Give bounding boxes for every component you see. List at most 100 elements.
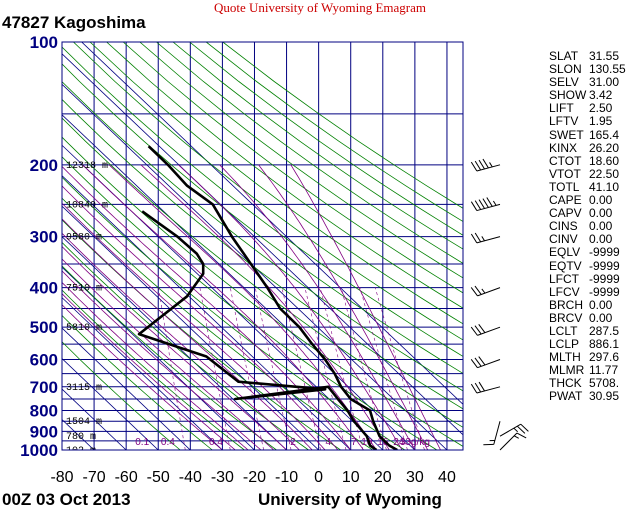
index-value: 26.20 [589, 140, 620, 155]
wind-barb-flag [474, 325, 482, 335]
mixing-ratio-label: 0.4 [161, 437, 175, 448]
reference-diagonal-line [62, 266, 255, 450]
index-row: BRCV 0.00 [549, 311, 637, 325]
temperature-tick-label: -60 [115, 469, 138, 486]
temperature-tick-label: -20 [243, 469, 266, 486]
index-row: MLMR 11.77 [549, 364, 637, 377]
wind-barb-flag [486, 197, 493, 207]
dry-adiabat-line [89, 42, 463, 325]
wind-barb-flag [474, 200, 482, 210]
wind-barb-flag [478, 356, 486, 366]
moist-adiabat-line [62, 293, 236, 450]
index-key: SHOW [549, 88, 587, 103]
wind-barb-flag [478, 323, 486, 333]
dry-adiabat-line [122, 42, 463, 294]
wind-barb [470, 197, 501, 212]
pressure-tick-label: 200 [30, 156, 58, 175]
index-value: -9999 [589, 284, 620, 299]
reference-diagonal-line [0, 42, 30, 451]
wind-barb-staff [477, 287, 501, 297]
index-key: EQLV [549, 245, 581, 260]
profile-layer [137, 145, 398, 450]
height-label: 9580 m [66, 233, 102, 244]
index-value: 5708. [589, 376, 620, 391]
wind-barb [470, 232, 501, 244]
index-row: CAPV 0.00 [549, 207, 637, 220]
plot-frame [61, 41, 464, 451]
pressure-tick-label: 400 [30, 279, 58, 298]
pressure-tick-label: 300 [30, 228, 58, 247]
moist-adiabat-line [108, 164, 377, 450]
temperature-tick-label: -50 [147, 469, 170, 486]
dry-adiabat-line [62, 46, 463, 357]
mixing-ratio-line [230, 287, 264, 450]
index-value: 297.6 [589, 350, 620, 365]
index-key: LCLP [549, 337, 580, 352]
pressure-tick-label: 600 [30, 350, 58, 369]
index-key: EQTV [549, 258, 582, 273]
index-key: CINV [549, 232, 578, 247]
reference-diagonal-line [62, 327, 191, 450]
mixing-ratio-label: 33g/kg [400, 437, 430, 448]
mixing-ratio-line [304, 287, 347, 450]
wind-barb [470, 356, 501, 369]
wind-barb [499, 423, 529, 437]
temperature-profile-line [147, 145, 398, 450]
index-key: SELV [549, 75, 579, 90]
wind-barb-flag [482, 198, 489, 208]
index-key: LFCV [549, 284, 580, 299]
temperature-tick-label: -40 [179, 469, 202, 486]
index-key: MLMR [549, 363, 585, 378]
moist-adiabat-line [62, 270, 262, 450]
mixing-ratio-label: 4 [325, 437, 331, 448]
wind-barb-flag [474, 232, 482, 243]
wind-barb-flag [470, 201, 478, 211]
index-key: PWAT [549, 389, 583, 404]
dry-adiabat-line [73, 42, 463, 341]
mixing-ratio-label: 2 [290, 437, 296, 448]
dry-adiabat-line [62, 136, 463, 447]
wind-barb-half-flag [481, 288, 486, 294]
mixing-ratio-label: 16 [377, 437, 389, 448]
index-value: 31.55 [589, 49, 620, 63]
moist-adiabat-line [219, 164, 416, 450]
index-value: 0.00 [589, 219, 613, 234]
height-label: 10840 m [66, 200, 108, 211]
index-value: 30.95 [589, 389, 620, 404]
index-value: -9999 [589, 271, 620, 286]
index-value: 0.00 [589, 193, 613, 208]
wind-barb-flag [520, 423, 529, 432]
wind-barb-flag [470, 326, 478, 336]
index-row: BRCH 0.00 [549, 298, 637, 312]
moist-adiabat-line [62, 304, 223, 450]
wind-barb-flag [470, 233, 478, 244]
index-value: 165.4 [589, 127, 620, 142]
dry-adiabat-line [62, 81, 463, 392]
height-label: 3115 m [66, 383, 102, 394]
pressure-tick-label: 900 [30, 422, 58, 441]
mixing-ratio-line [359, 287, 408, 450]
wind-barb [470, 381, 501, 394]
index-key: SLAT [549, 49, 579, 63]
pressure-tick-label: 800 [30, 401, 58, 420]
temperature-tick-label: 40 [438, 469, 456, 486]
dry-adiabat-line [62, 98, 463, 410]
reference-diagonal-line [62, 175, 351, 450]
wind-barb-half-flag [489, 162, 493, 168]
wind-barb-flag [516, 432, 527, 439]
source-label: University of Wyoming [258, 490, 442, 509]
index-value: 0.00 [589, 232, 613, 247]
temperature-tick-label: 30 [406, 469, 424, 486]
index-value: 22.50 [589, 166, 620, 181]
reference-diagonal-line [62, 358, 159, 450]
moist-adiabat-line [62, 232, 300, 450]
index-row: MLTH 297.6 [549, 351, 637, 364]
wind-barb [470, 158, 501, 172]
pressure-tick-label: 1000 [20, 441, 58, 460]
wind-barb-half-flag [492, 200, 497, 206]
wind-barb-half-flag [513, 427, 518, 433]
dry-adiabat-line [172, 42, 463, 250]
mixing-ratio-line [254, 287, 292, 450]
